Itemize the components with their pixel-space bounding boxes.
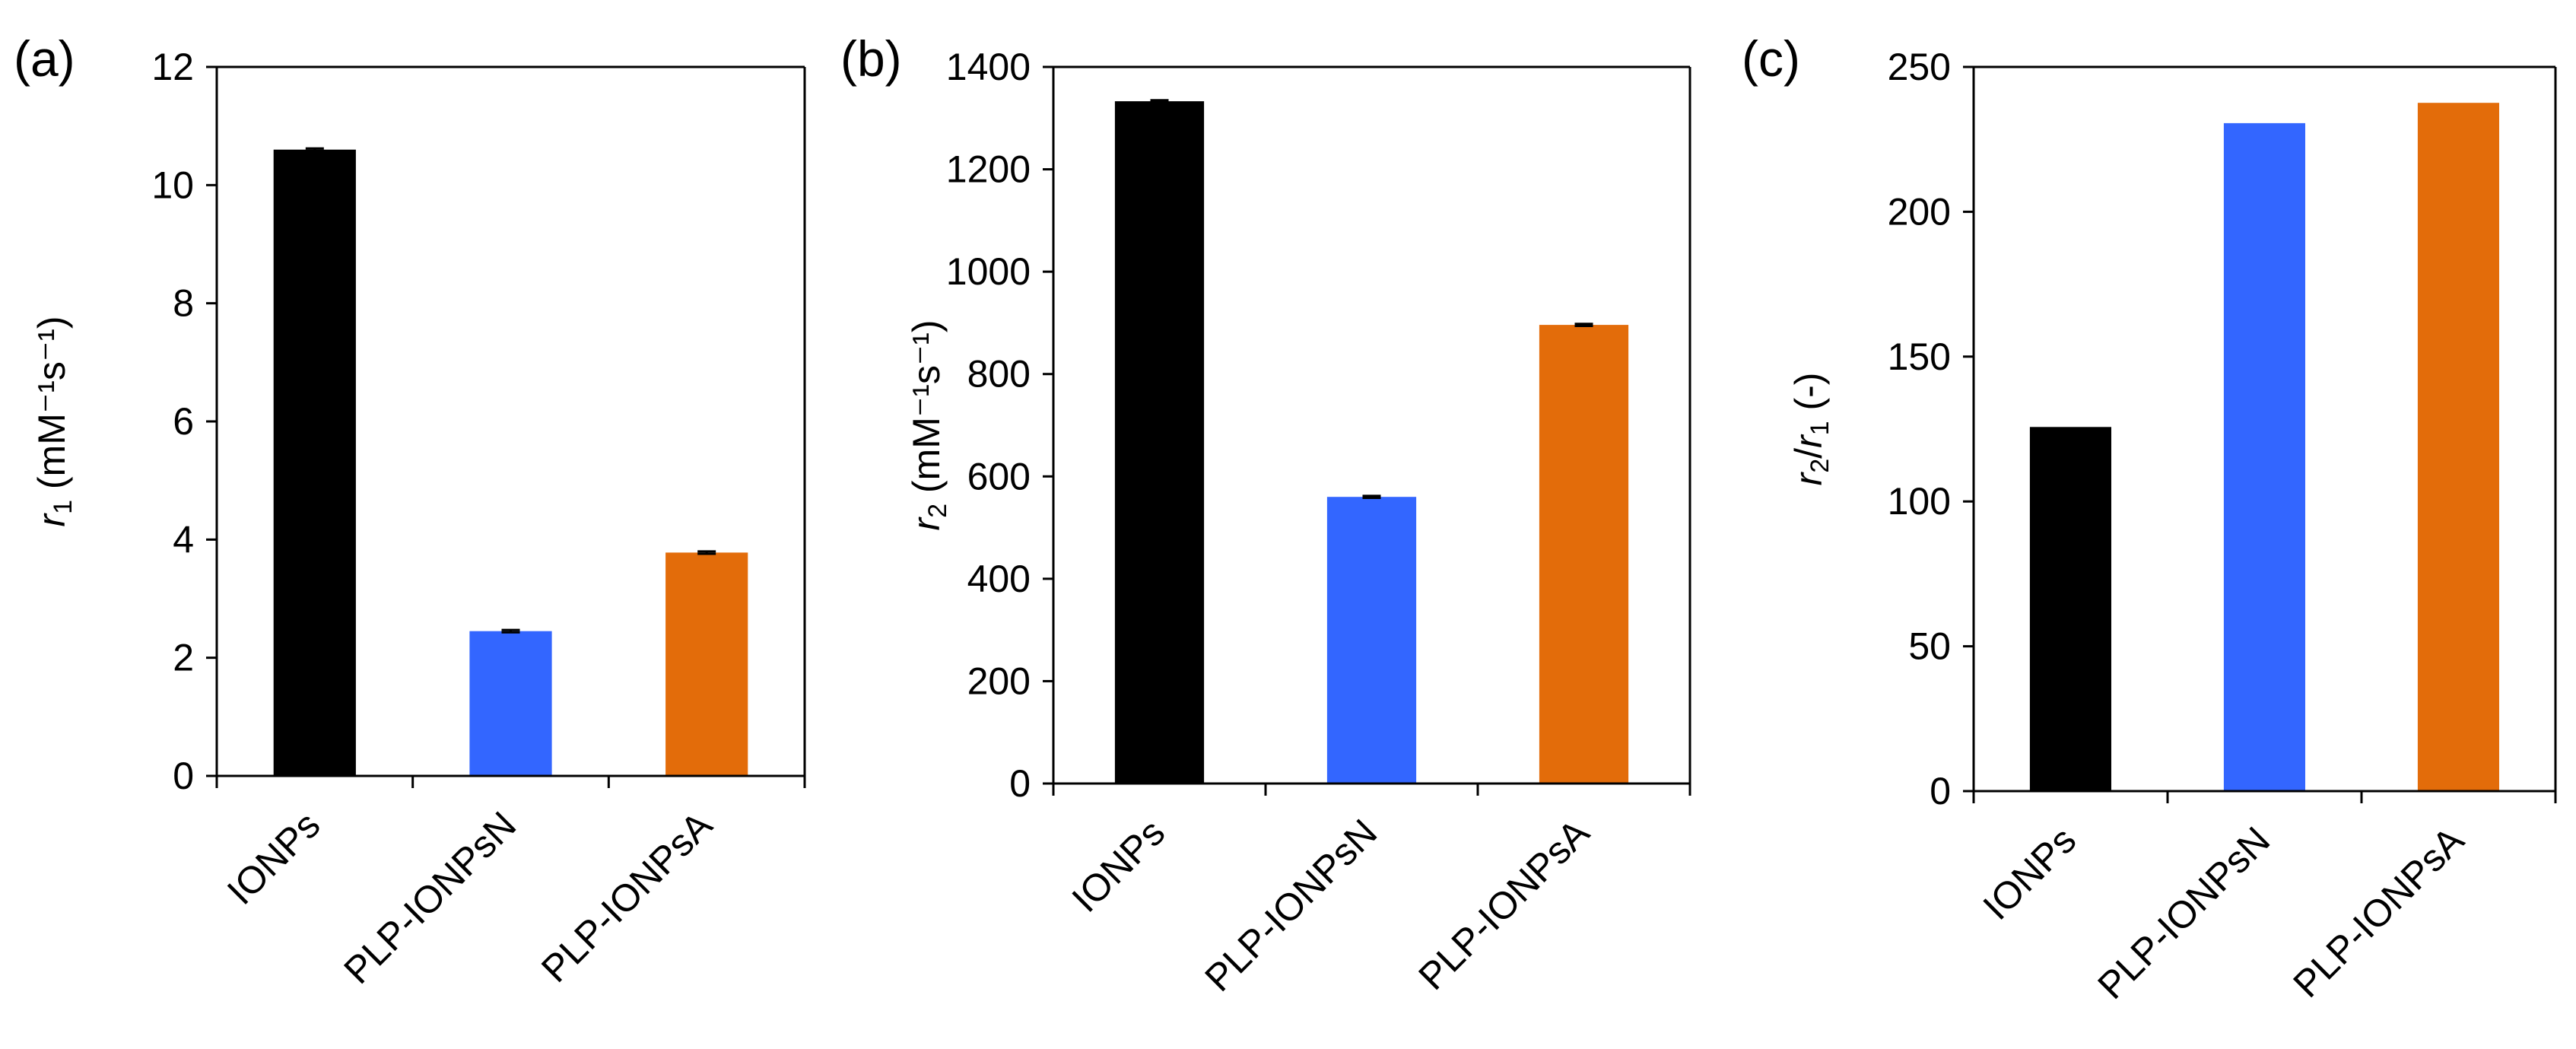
chart-panel-3: (c) 0 50 100 150 200 250 IONPs PLP-IONPsN PLP-ION… [1742,30,2557,1007]
y-tick-label: 600 [967,455,1031,497]
ylabel-mid: / [1787,448,1830,459]
ylabel-units: (-) [1787,373,1830,421]
y-tick-label: 250 [1888,46,1951,88]
y-tick-label: 0 [173,755,194,797]
x-category-label: IONPs [1975,819,2085,928]
ylabel-var: r [1787,471,1830,485]
y-tick-label: 10 [151,164,194,206]
ylabel-var: r [905,517,948,531]
x-category-label: PLP-IONPsN [335,803,524,992]
ylabel-var2: r [1787,434,1830,448]
x-category-label: PLP-IONPsA [533,803,720,990]
ylabel-var: r [30,513,73,527]
y-axis-label: r2 (mM⁻¹s⁻¹) [905,319,952,530]
ylabel-sub: 2 [1806,459,1834,473]
panel-label: (c) [1742,30,1800,87]
y-tick-label: 0 [1009,762,1031,805]
y-tick-label: 200 [1888,190,1951,233]
y-tick-label: 800 [967,353,1031,396]
y-tick-label: 1400 [946,46,1031,88]
panel-label: (b) [840,30,902,87]
ylabel-units: (mM⁻¹s⁻¹) [905,319,948,504]
y-tick-label: 12 [151,46,194,88]
ylabel-units: (mM⁻¹s⁻¹) [30,316,73,500]
x-category-label: PLP-IONPsA [2285,819,2472,1006]
ylabel-sub: 2 [923,504,952,518]
bar-ionps [1114,101,1205,784]
x-category-label: PLP-IONPsN [2089,819,2278,1007]
bar-plp-ionpsa [2417,103,2499,791]
y-tick-label: 0 [1930,770,1951,812]
bar-plp-ionpsa [1539,325,1629,784]
chart-panel-1: (a) 0 2 4 6 8 10 12 IONPs PLP-IONPsN PLP-IONPsA r1 … [14,30,806,992]
bar-plp-ionpsn [469,631,552,776]
y-tick-label: 100 [1888,480,1951,523]
y-tick-label: 4 [173,518,194,561]
x-category-label: PLP-IONPsN [1196,811,1385,1000]
x-category-label: IONPs [1064,811,1174,920]
y-axis-label: r1 (mM⁻¹s⁻¹) [30,316,78,526]
y-tick-label: 200 [967,660,1031,702]
bar-plp-ionpsn [1326,497,1417,784]
bar-plp-ionpsa [665,552,748,776]
y-tick-label: 50 [1908,625,1951,668]
bar-ionps [273,149,356,776]
y-tick-label: 400 [967,558,1031,600]
y-axis-label: r2/r1 (-) [1787,373,1834,486]
ylabel-sub: 1 [49,500,78,514]
y-tick-label: 150 [1888,335,1951,378]
bar-ionps [2029,427,2111,791]
x-category-label: PLP-IONPsA [1410,811,1597,998]
y-tick-label: 1200 [946,148,1031,191]
y-tick-label: 8 [173,282,194,325]
ylabel-sub2: 1 [1806,421,1834,435]
y-tick-label: 2 [173,637,194,679]
panel-label: (a) [14,30,75,87]
y-tick-label: 6 [173,400,194,443]
x-category-label: IONPs [219,803,329,913]
y-tick-label: 1000 [946,250,1031,293]
bar-plp-ionpsn [2223,122,2305,791]
